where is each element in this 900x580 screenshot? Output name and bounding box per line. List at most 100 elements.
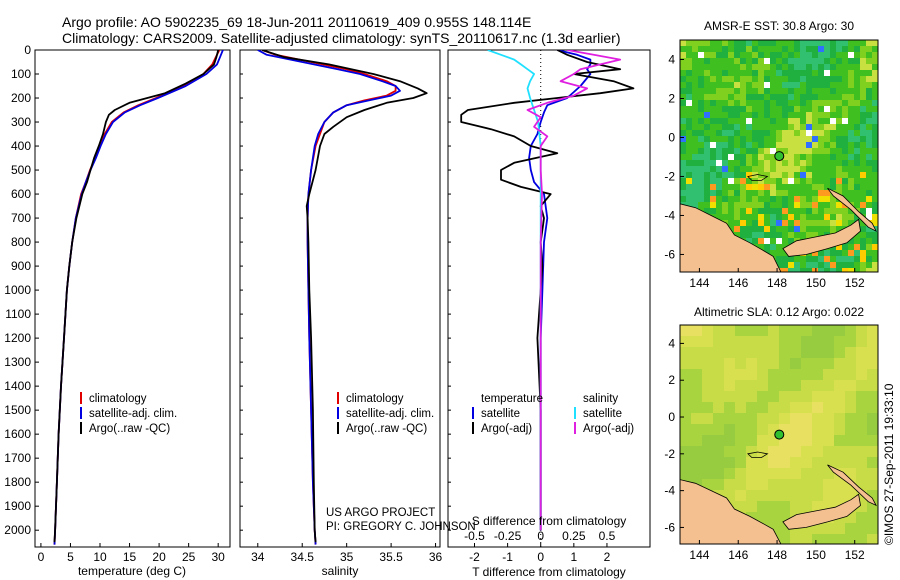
map-cell xyxy=(713,457,725,469)
map-cell xyxy=(836,148,843,155)
map-cell xyxy=(680,40,687,47)
map-cell xyxy=(782,142,789,149)
map-cell xyxy=(758,82,765,89)
legend-label-satellite: satellite-adj. clim. xyxy=(346,408,434,420)
map-cell xyxy=(836,172,843,179)
map-cell xyxy=(716,208,723,215)
y-tick-label: 800 xyxy=(11,235,31,249)
map-cell xyxy=(710,58,717,65)
map-cell xyxy=(860,118,867,125)
map-cell xyxy=(812,336,824,348)
map-cell xyxy=(686,58,693,65)
map-cell xyxy=(758,214,765,221)
map-cell xyxy=(818,220,825,227)
map-cell xyxy=(788,208,795,215)
map-cell xyxy=(758,130,765,137)
map-cell xyxy=(824,64,831,71)
map-cell xyxy=(866,82,873,89)
map-cell xyxy=(860,268,867,272)
map-cell xyxy=(680,130,687,137)
map-cell xyxy=(794,172,801,179)
map-cell xyxy=(872,82,878,89)
map-cell xyxy=(782,214,789,221)
map-cell xyxy=(722,190,729,197)
map-cell xyxy=(740,58,747,65)
map-cell xyxy=(788,100,795,107)
map-cell xyxy=(854,106,861,113)
map-cell xyxy=(752,46,759,53)
map-cell xyxy=(801,391,813,403)
legend-label-t-argo: Argo(-adj) xyxy=(481,423,532,435)
map-cell xyxy=(823,424,835,436)
map-cell xyxy=(872,100,878,107)
map-cell xyxy=(782,154,789,161)
map-cell xyxy=(770,124,777,131)
map-cell xyxy=(728,160,735,167)
map-cell xyxy=(824,76,831,83)
map-cell xyxy=(698,136,705,143)
map-cell xyxy=(764,112,771,119)
map-cell xyxy=(692,88,699,95)
map-cell xyxy=(848,154,855,161)
map-cell xyxy=(704,196,711,203)
map-cell xyxy=(735,424,747,436)
map-cell xyxy=(794,160,801,167)
map-cell xyxy=(713,446,725,458)
map-cell xyxy=(812,82,819,89)
map-cell xyxy=(812,457,824,469)
map-cell xyxy=(735,347,747,359)
map-cell xyxy=(758,232,765,239)
map-cell xyxy=(812,172,819,179)
map-cell xyxy=(734,40,741,47)
map-cell xyxy=(806,160,813,167)
map-cell xyxy=(824,88,831,95)
map-cell xyxy=(686,130,693,137)
map-cell xyxy=(806,100,813,107)
map-cell xyxy=(823,380,835,392)
map-cell xyxy=(776,220,783,227)
map-cell xyxy=(770,64,777,71)
map-cell xyxy=(824,124,831,131)
map-cell xyxy=(824,220,831,227)
map-cell xyxy=(866,88,873,95)
map-cell xyxy=(713,325,725,337)
map-cell xyxy=(806,46,813,53)
map-cell xyxy=(824,172,831,179)
map-cell xyxy=(770,232,777,239)
map-cell xyxy=(860,160,867,167)
map-cell xyxy=(722,136,729,143)
map-cell xyxy=(704,124,711,131)
map-cell xyxy=(818,166,825,173)
map-cell xyxy=(734,196,741,203)
map-cell xyxy=(758,106,765,113)
map-cell xyxy=(691,336,703,348)
map-cell xyxy=(790,402,802,414)
map-cell xyxy=(746,70,753,77)
map-cell xyxy=(866,70,873,77)
map-cell xyxy=(686,70,693,77)
map-cell xyxy=(746,501,758,513)
map-cell xyxy=(794,40,801,47)
map-cell xyxy=(866,226,873,233)
map-cell xyxy=(724,336,736,348)
map-cell xyxy=(716,112,723,119)
map-cell xyxy=(836,190,843,197)
map-cell xyxy=(824,208,831,215)
map-cell xyxy=(794,112,801,119)
map-cell xyxy=(854,148,861,155)
y-tick-label: 2000 xyxy=(4,523,31,537)
map-cell xyxy=(728,148,735,155)
map-cell xyxy=(788,196,795,203)
map-cell xyxy=(812,148,819,155)
map-cell xyxy=(764,184,771,191)
map-cell xyxy=(842,166,849,173)
map-cell xyxy=(740,124,747,131)
s-tick-label: 0 xyxy=(537,529,544,543)
map-cell xyxy=(757,512,769,524)
map-cell xyxy=(845,380,857,392)
map-cell xyxy=(800,262,807,269)
map-cell xyxy=(842,220,849,227)
map-cell xyxy=(768,325,780,337)
map-cell xyxy=(854,118,861,125)
map-cell xyxy=(782,208,789,215)
